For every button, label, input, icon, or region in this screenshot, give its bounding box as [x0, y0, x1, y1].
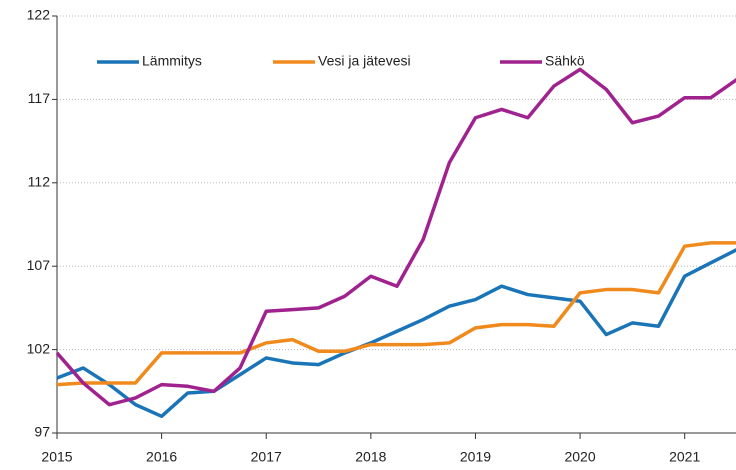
- y-tick-label: 102: [27, 340, 51, 356]
- y-tick-label: 112: [28, 174, 51, 190]
- legend-label: Lämmitys: [142, 53, 202, 69]
- legend-label: Vesi ja jätevesi: [318, 53, 411, 69]
- legend-label: Sähkö: [545, 53, 585, 69]
- x-tick-label: 2017: [251, 449, 282, 465]
- series-line: [56, 241, 736, 387]
- series-line: [55, 67, 736, 407]
- y-tick-label: 97: [34, 424, 50, 440]
- y-tick-label: 107: [27, 257, 51, 273]
- x-tick-label: 2018: [355, 449, 386, 465]
- x-tick-label: 2016: [146, 449, 177, 465]
- x-tick-label: 2019: [460, 449, 491, 465]
- y-tick-label: 117: [28, 90, 51, 106]
- series-line: [56, 248, 736, 419]
- x-tick-label: 2015: [41, 449, 72, 465]
- x-tick-label: 2020: [564, 449, 595, 465]
- x-tick-label: 2021: [669, 449, 700, 465]
- y-tick-label: 122: [27, 7, 51, 23]
